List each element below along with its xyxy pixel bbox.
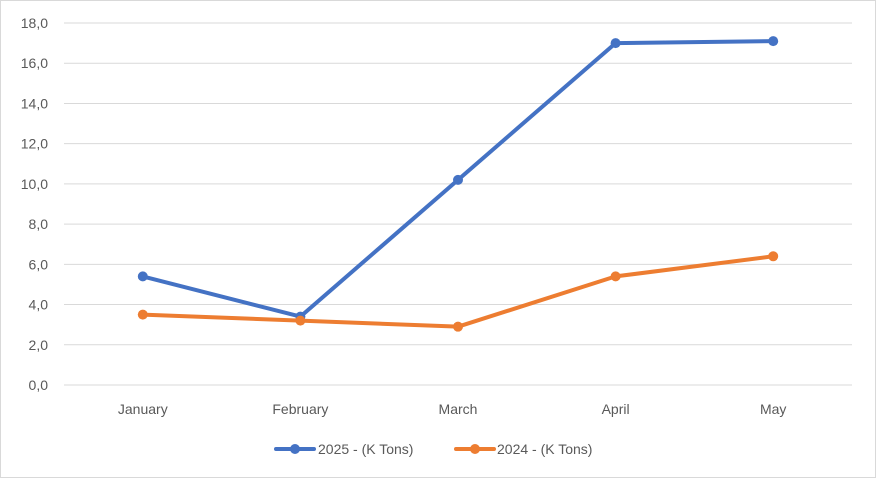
x-tick-label: January xyxy=(118,401,168,417)
y-axis-tick-labels: 0,0 2,0 4,0 6,0 8,0 10,0 12,0 14,0 16,0 18,0 xyxy=(21,15,48,393)
x-tick-label: May xyxy=(760,401,786,417)
y-tick-label: 6,0 xyxy=(29,256,49,272)
y-tick-label: 18,0 xyxy=(21,15,48,31)
y-tick-label: 2,0 xyxy=(29,337,49,353)
legend-swatch-marker xyxy=(290,444,300,454)
y-tick-label: 0,0 xyxy=(29,377,49,393)
legend: 2025 - (K Tons) 2024 - (K Tons) xyxy=(274,441,592,457)
x-tick-label: March xyxy=(439,401,478,417)
gridlines xyxy=(64,22,852,386)
data-point xyxy=(610,38,621,49)
y-tick-label: 4,0 xyxy=(29,297,49,313)
data-point xyxy=(453,174,463,185)
y-tick-label: 14,0 xyxy=(21,95,48,111)
series-line xyxy=(140,254,776,329)
data-point xyxy=(453,321,463,332)
y-tick-label: 8,0 xyxy=(29,216,49,232)
legend-item: 2025 - (K Tons) xyxy=(274,441,413,457)
series-2 xyxy=(137,251,779,332)
y-tick-label: 16,0 xyxy=(21,55,48,71)
legend-item: 2024 - (K Tons) xyxy=(454,441,592,457)
x-tick-label: April xyxy=(602,401,630,417)
data-point xyxy=(137,309,148,320)
data-point xyxy=(610,271,621,282)
legend-swatch-marker xyxy=(470,444,480,454)
y-tick-label: 10,0 xyxy=(21,176,48,192)
x-tick-label: February xyxy=(272,401,328,417)
y-tick-label: 12,0 xyxy=(21,136,48,152)
data-point xyxy=(768,251,779,262)
series-layer xyxy=(137,36,779,332)
data-point xyxy=(137,271,148,282)
legend-label: 2024 - (K Tons) xyxy=(497,441,592,457)
series-1 xyxy=(137,36,779,322)
x-axis-tick-labels: January February March April May xyxy=(118,401,787,417)
legend-label: 2025 - (K Tons) xyxy=(318,441,413,457)
data-point xyxy=(295,315,306,326)
data-point xyxy=(768,36,779,47)
